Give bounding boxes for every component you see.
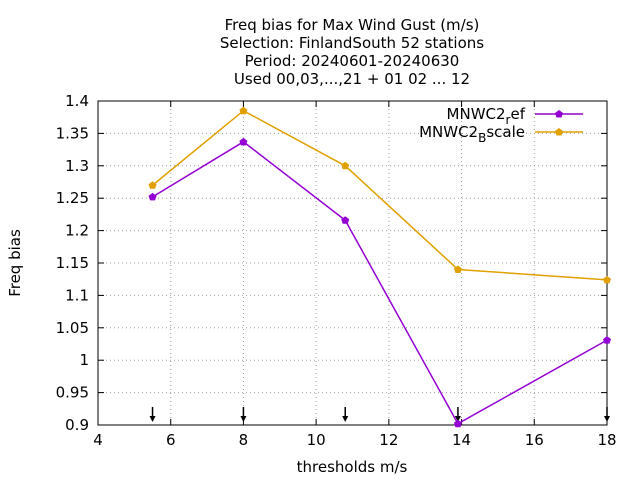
data-point (239, 106, 248, 115)
arrow-head-icon (240, 416, 247, 422)
legend-entry: MNWC2ref (447, 105, 583, 127)
arrow-head-icon (342, 416, 349, 422)
data-point (453, 265, 462, 273)
title-line: Used 00,03,...,21 + 01 02 ... 12 (234, 70, 470, 88)
series-line (152, 140, 608, 425)
y-tick-label: 1.2 (65, 222, 89, 240)
legend-label: MNWC2ref (447, 105, 526, 127)
x-tick-label: 4 (93, 431, 103, 449)
y-tick-label: 0.9 (65, 416, 89, 434)
series (148, 106, 611, 428)
x-tick-label: 8 (239, 431, 249, 449)
title-line: Period: 20240601-20240630 (245, 52, 460, 70)
y-tick-label: 1 (79, 351, 89, 369)
threshold-arrow (240, 407, 247, 422)
legend-entry: MNWC2Bscale (419, 123, 583, 145)
x-tick-label: 10 (307, 431, 326, 449)
data-point (148, 181, 157, 189)
data-point (239, 137, 248, 146)
title-line: Selection: FinlandSouth 52 stations (220, 34, 484, 52)
arrow-head-icon (149, 416, 156, 422)
threshold-arrows (149, 407, 610, 422)
x-axis-label: thresholds m/s (297, 458, 408, 476)
threshold-arrow (342, 407, 349, 422)
grid (98, 101, 607, 425)
data-point (341, 216, 350, 224)
arrow-head-icon (604, 416, 610, 422)
data-point (453, 419, 462, 428)
series-MNWC2_Bscale (148, 106, 611, 284)
threshold-arrow (604, 407, 610, 422)
threshold-arrow (149, 407, 156, 422)
y-axis-label: Freq bias (6, 229, 24, 297)
legend-marker (555, 128, 563, 136)
x-tick-label: 18 (597, 431, 616, 449)
series-line (152, 109, 608, 281)
y-tick-label: 1.1 (65, 286, 89, 304)
y-tick-label: 0.95 (56, 384, 89, 402)
arrow-head-icon (454, 416, 461, 422)
y-tick-label: 1.05 (56, 319, 89, 337)
legend-label: MNWC2Bscale (419, 123, 525, 145)
series-MNWC2_ref (148, 137, 611, 428)
chart-title: Freq bias for Max Wind Gust (m/s)Selecti… (220, 16, 484, 88)
y-tick-label: 1.4 (65, 92, 89, 110)
data-point (341, 161, 350, 170)
title-line: Freq bias for Max Wind Gust (m/s) (225, 16, 480, 34)
y-tick-label: 1.3 (65, 157, 89, 175)
y-tick-label: 1.15 (56, 254, 89, 272)
y-tick-label: 1.35 (56, 124, 89, 142)
data-point (603, 275, 611, 284)
threshold-arrow (454, 407, 461, 422)
legend-marker (555, 110, 563, 118)
data-point (603, 336, 611, 344)
y-axis: 0.9 0.95 1 1.05 1.1 1.15 1.2 1.25 1.3 1.35 1.4 (56, 92, 607, 434)
x-tick-label: 6 (166, 431, 176, 449)
x-tick-label: 16 (525, 431, 544, 449)
y-tick-label: 1.25 (56, 189, 89, 207)
data-point (148, 192, 157, 201)
x-tick-label: 12 (379, 431, 398, 449)
x-tick-label: 14 (452, 431, 471, 449)
